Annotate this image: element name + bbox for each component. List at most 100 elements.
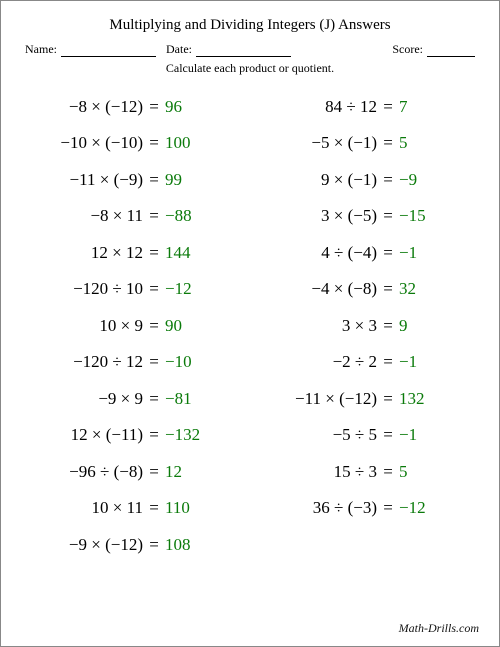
answer: −1: [399, 244, 475, 261]
expression: 3 × 3: [259, 317, 377, 334]
expression: 12 × 12: [25, 244, 143, 261]
problem-row: −9 × 9=−81: [25, 380, 241, 417]
problem-row: −5 × (−1)=5: [259, 125, 475, 162]
equals-sign: =: [377, 463, 399, 480]
equals-sign: =: [143, 390, 165, 407]
answer: 144: [165, 244, 241, 261]
equals-sign: =: [377, 317, 399, 334]
worksheet-page: Multiplying and Dividing Integers (J) An…: [0, 0, 500, 647]
problem-row: 10 × 11=110: [25, 490, 241, 527]
equals-sign: =: [377, 390, 399, 407]
problem-row: 15 ÷ 3=5: [259, 453, 475, 490]
equals-sign: =: [143, 280, 165, 297]
equals-sign: =: [143, 426, 165, 443]
problem-row: −8 × (−12)=96: [25, 88, 241, 125]
answer: 100: [165, 134, 241, 151]
page-title: Multiplying and Dividing Integers (J) An…: [21, 17, 479, 34]
problem-row: −11 × (−9)=99: [25, 161, 241, 198]
left-column: −8 × (−12)=96−10 × (−10)=100−11 × (−9)=9…: [25, 88, 241, 563]
answer: 132: [399, 390, 475, 407]
score-field: Score:: [392, 42, 475, 57]
expression: −2 ÷ 2: [259, 353, 377, 370]
equals-sign: =: [143, 463, 165, 480]
equals-sign: =: [377, 98, 399, 115]
problem-row: −8 × 11=−88: [25, 198, 241, 235]
answer: 5: [399, 134, 475, 151]
expression: 15 ÷ 3: [259, 463, 377, 480]
name-field: Name:: [25, 42, 156, 57]
answer: 96: [165, 98, 241, 115]
equals-sign: =: [377, 499, 399, 516]
equals-sign: =: [143, 207, 165, 224]
answer: −10: [165, 353, 241, 370]
expression: 3 × (−5): [259, 207, 377, 224]
equals-sign: =: [377, 280, 399, 297]
answer: −81: [165, 390, 241, 407]
expression: 10 × 9: [25, 317, 143, 334]
footer-credit: Math-Drills.com: [399, 621, 479, 636]
equals-sign: =: [377, 134, 399, 151]
expression: −9 × 9: [25, 390, 143, 407]
answer: 108: [165, 536, 241, 553]
equals-sign: =: [143, 499, 165, 516]
problem-row: −10 × (−10)=100: [25, 125, 241, 162]
problem-row: −4 × (−8)=32: [259, 271, 475, 308]
instruction-text: Calculate each product or quotient.: [21, 61, 479, 76]
equals-sign: =: [143, 317, 165, 334]
problem-row: −11 × (−12)=132: [259, 380, 475, 417]
expression: −8 × (−12): [25, 98, 143, 115]
expression: 4 ÷ (−4): [259, 244, 377, 261]
info-line: Name: Date: Score:: [25, 42, 475, 57]
expression: −120 ÷ 10: [25, 280, 143, 297]
problem-row: 3 × (−5)=−15: [259, 198, 475, 235]
answer: 12: [165, 463, 241, 480]
answer: −132: [165, 426, 241, 443]
equals-sign: =: [143, 244, 165, 261]
problem-row: −2 ÷ 2=−1: [259, 344, 475, 381]
equals-sign: =: [143, 98, 165, 115]
equals-sign: =: [377, 244, 399, 261]
date-field: Date:: [166, 42, 291, 57]
expression: −11 × (−12): [259, 390, 377, 407]
answer: 32: [399, 280, 475, 297]
answer: 9: [399, 317, 475, 334]
name-blank: [61, 45, 156, 57]
expression: 12 × (−11): [25, 426, 143, 443]
answer: −1: [399, 426, 475, 443]
problem-row: 12 × 12=144: [25, 234, 241, 271]
name-label: Name:: [25, 42, 57, 57]
expression: 9 × (−1): [259, 171, 377, 188]
answer: −12: [165, 280, 241, 297]
problem-row: 12 × (−11)=−132: [25, 417, 241, 454]
expression: −8 × 11: [25, 207, 143, 224]
expression: −11 × (−9): [25, 171, 143, 188]
equals-sign: =: [377, 353, 399, 370]
answer: 110: [165, 499, 241, 516]
expression: 10 × 11: [25, 499, 143, 516]
expression: 36 ÷ (−3): [259, 499, 377, 516]
answer: 5: [399, 463, 475, 480]
problem-row: −5 ÷ 5=−1: [259, 417, 475, 454]
equals-sign: =: [143, 171, 165, 188]
answer: 99: [165, 171, 241, 188]
problem-row: 3 × 3=9: [259, 307, 475, 344]
problem-row: 36 ÷ (−3)=−12: [259, 490, 475, 527]
date-label: Date:: [166, 42, 192, 57]
problem-row: −120 ÷ 12=−10: [25, 344, 241, 381]
problem-row: 9 × (−1)=−9: [259, 161, 475, 198]
problem-columns: −8 × (−12)=96−10 × (−10)=100−11 × (−9)=9…: [21, 88, 479, 563]
problem-row: −120 ÷ 10=−12: [25, 271, 241, 308]
expression: −9 × (−12): [25, 536, 143, 553]
problem-row: 84 ÷ 12=7: [259, 88, 475, 125]
score-blank: [427, 45, 475, 57]
expression: −4 × (−8): [259, 280, 377, 297]
answer: −1: [399, 353, 475, 370]
equals-sign: =: [377, 426, 399, 443]
expression: −5 × (−1): [259, 134, 377, 151]
answer: 7: [399, 98, 475, 115]
expression: −96 ÷ (−8): [25, 463, 143, 480]
answer: −15: [399, 207, 475, 224]
equals-sign: =: [143, 134, 165, 151]
right-column: 84 ÷ 12=7−5 × (−1)=59 × (−1)=−93 × (−5)=…: [259, 88, 475, 563]
date-blank: [196, 45, 291, 57]
